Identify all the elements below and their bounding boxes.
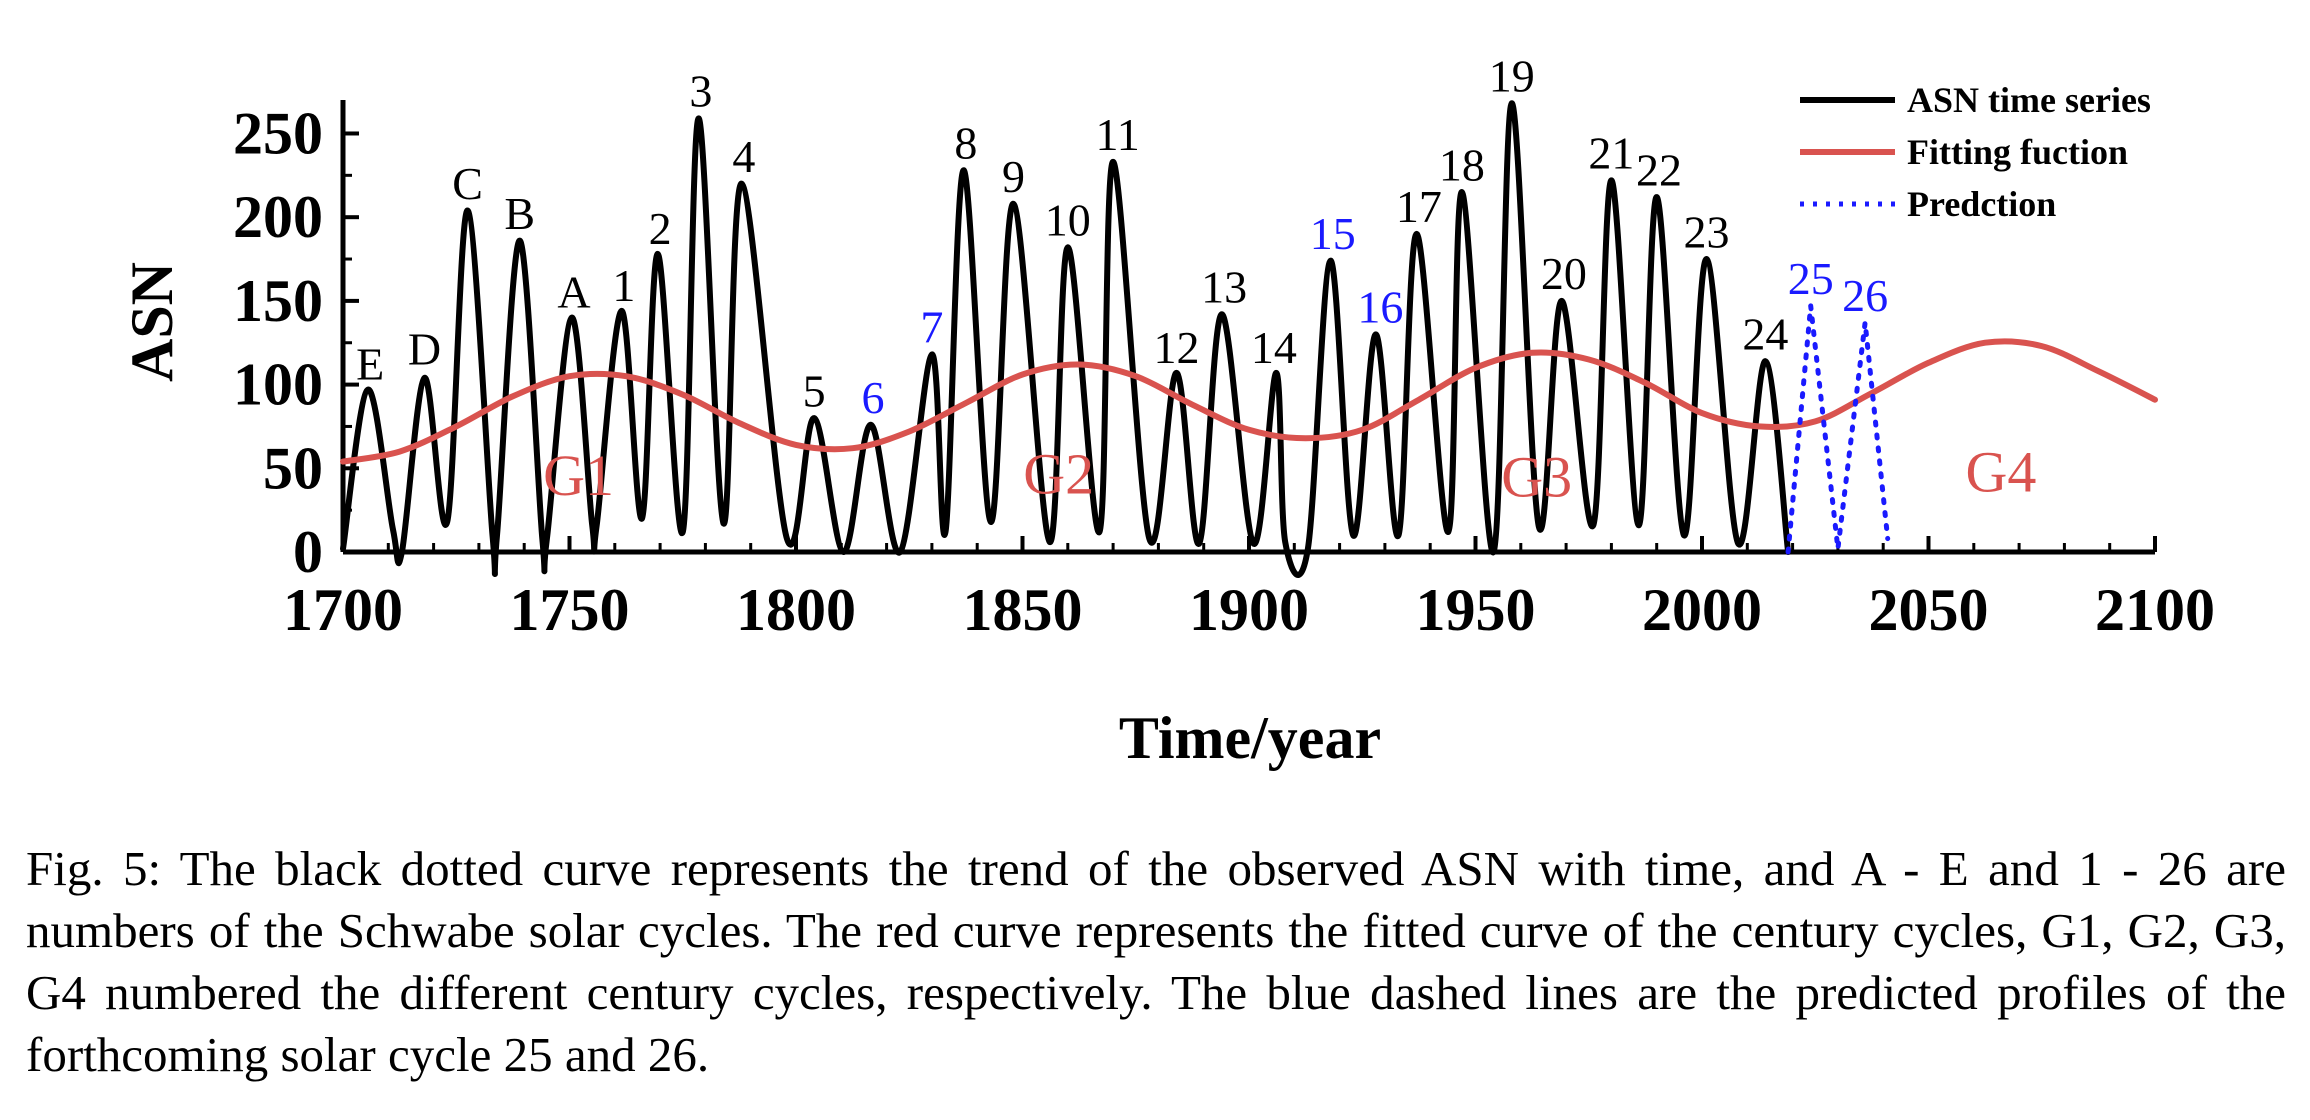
cycle-label: 14 [1251,322,1297,373]
cycle-label: 21 [1588,128,1634,179]
cycle-label: 13 [1201,262,1247,313]
cycle-label: 19 [1489,51,1535,102]
cycle-label: 7 [920,302,943,353]
cycle-label: 12 [1154,322,1200,373]
century-cycle-label: G3 [1501,445,1572,510]
y-tick-label: 50 [263,435,323,501]
x-tick-label: 2000 [1642,577,1762,643]
cycle-label: 26 [1842,270,1888,321]
cycle-label: 8 [954,118,977,169]
x-tick-label: 1900 [1189,577,1309,643]
series-layer [340,100,2158,578]
y-tick-label: 150 [233,268,323,334]
cycle-label: 15 [1310,208,1356,259]
x-tick-label: 2050 [1869,577,1989,643]
cycle-label: 1 [612,260,635,311]
cycle-label: E [356,339,384,390]
prediction-series-line [1785,303,1891,555]
figure-caption: Fig. 5: The black dotted curve represent… [26,841,2286,1082]
y-tick-label: 200 [233,184,323,250]
x-axis-title: Time/year [1119,705,1381,771]
cycle-label: 25 [1788,253,1834,304]
asn-chart: 1700 1750 1800 1850 1900 1950 2000 2050 21000501… [119,51,2215,771]
cycle-label: 3 [689,66,712,117]
legend: ASN time series Fitting fuction Predction [1800,80,2151,224]
cycle-label: B [504,188,535,239]
cycle-label: 4 [732,131,755,182]
cycle-label: C [452,158,483,209]
cycle-label: 2 [649,203,672,254]
cycle-label: 16 [1357,282,1403,333]
axes: 1700 1750 1800 1850 1900 1950 2000 2050 21000501… [233,100,2215,643]
y-tick-label: 250 [233,100,323,166]
x-tick-label: 1750 [510,577,630,643]
century-cycle-label: G1 [543,443,614,508]
y-tick-label: 0 [293,519,323,585]
cycle-label: 24 [1742,308,1788,359]
cycle-label: 5 [803,365,826,416]
cycle-label: 11 [1095,109,1139,160]
asn-series-line [340,100,1792,578]
cycle-label: A [557,267,590,318]
x-tick-label: 1850 [963,577,1083,643]
cycle-label: 18 [1439,139,1485,190]
x-tick-label: 1950 [1416,577,1536,643]
century-cycle-label: G4 [1966,440,2037,505]
legend-label: Fitting fuction [1907,132,2128,172]
cycle-label: 9 [1002,151,1025,202]
x-tick-label: 2100 [2095,577,2215,643]
cycle-label: 23 [1684,206,1730,257]
x-tick-label: 1800 [736,577,856,643]
y-tick-label: 100 [233,352,323,418]
cycle-label: 20 [1541,248,1587,299]
cycle-label: D [408,324,441,375]
y-axis-title: ASN [119,262,185,382]
cycle-label: 22 [1636,144,1682,195]
legend-label: ASN time series [1907,80,2151,120]
cycle-label: 10 [1045,195,1091,246]
legend-label: Predction [1907,184,2056,224]
cycle-label: 17 [1396,181,1442,232]
cycle-label: 6 [862,372,885,423]
century-cycle-label: G2 [1023,441,1094,506]
x-tick-label: 1700 [283,577,403,643]
